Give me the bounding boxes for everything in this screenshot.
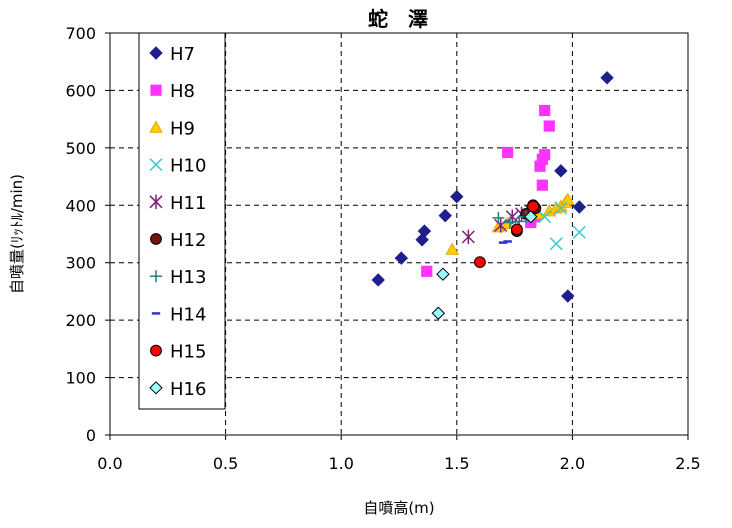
data-point bbox=[494, 218, 508, 233]
x-tick-label: 2.5 bbox=[675, 454, 700, 473]
data-point bbox=[445, 242, 460, 255]
legend-marker bbox=[149, 194, 163, 209]
y-tick-label: 300 bbox=[65, 254, 96, 273]
plot-area-frame bbox=[109, 32, 689, 436]
x-tick-label: 1.0 bbox=[328, 454, 353, 473]
data-point bbox=[538, 210, 552, 224]
legend-item-h16: H16 bbox=[149, 379, 206, 400]
series-h7 bbox=[371, 71, 614, 303]
data-point bbox=[539, 104, 551, 117]
legend-marker bbox=[149, 158, 163, 172]
legend: H7 H8 H9 H10 H11 H12 H13 H14 H15 H16 bbox=[138, 32, 226, 410]
data-point bbox=[431, 306, 446, 320]
y-tick-label: 400 bbox=[65, 196, 96, 215]
legend-marker bbox=[149, 46, 163, 60]
data-point bbox=[543, 120, 555, 132]
y-tick-label: 0 bbox=[86, 426, 96, 445]
legend-item-h13: H13 bbox=[150, 267, 206, 288]
data-point bbox=[524, 210, 538, 224]
x-axis-label: 自噴高(m) bbox=[363, 499, 434, 517]
data-point bbox=[474, 256, 486, 269]
y-axis-label: 自噴量(ﾘｯﾄﾙ/min) bbox=[8, 174, 26, 294]
x-tick-label: 0.0 bbox=[97, 454, 122, 473]
legend-item-h14: H14 bbox=[151, 304, 206, 325]
grid-lines bbox=[110, 33, 688, 435]
y-tick-label: 100 bbox=[65, 369, 96, 388]
data-point bbox=[438, 208, 452, 223]
data-point bbox=[492, 211, 505, 224]
y-axis-ticks: 0 100 200 300 400 500 600 700 bbox=[65, 24, 110, 445]
series-h14 bbox=[498, 240, 512, 244]
data-point bbox=[371, 273, 385, 287]
data-point bbox=[417, 224, 432, 238]
y-tick-label: 500 bbox=[65, 139, 96, 158]
x-tick-label: 2.0 bbox=[560, 454, 585, 473]
legend-item-h9: H9 bbox=[149, 118, 195, 139]
legend-label: H12 bbox=[170, 230, 206, 251]
data-point bbox=[421, 265, 433, 277]
legend-label: H13 bbox=[170, 267, 206, 288]
data-point bbox=[527, 200, 539, 213]
y-tick-label: 200 bbox=[65, 311, 96, 330]
data-point bbox=[502, 146, 514, 159]
data-point bbox=[436, 267, 450, 281]
data-point bbox=[600, 71, 614, 85]
data-point bbox=[572, 225, 586, 239]
legend-marker bbox=[150, 344, 162, 357]
legend-label: H8 bbox=[170, 81, 195, 102]
series-h10 bbox=[538, 201, 586, 251]
data-point bbox=[539, 149, 551, 161]
x-axis-ticks: 0.0 0.5 1.0 1.5 2.0 2.5 bbox=[97, 435, 701, 473]
data-point bbox=[554, 164, 568, 178]
data-point bbox=[394, 251, 409, 265]
data-points bbox=[371, 71, 614, 320]
data-point bbox=[536, 179, 548, 191]
legend-label: H14 bbox=[170, 304, 206, 325]
data-point bbox=[450, 189, 464, 204]
legend-label: H7 bbox=[170, 44, 195, 65]
data-point bbox=[560, 192, 575, 205]
x-tick-label: 1.5 bbox=[444, 454, 469, 473]
legend-marker bbox=[150, 233, 162, 245]
legend-marker bbox=[150, 270, 162, 283]
legend-marker bbox=[149, 381, 163, 395]
legend-item-h15: H15 bbox=[150, 342, 206, 363]
legend-label: H10 bbox=[170, 156, 206, 177]
legend-item-h10: H10 bbox=[149, 156, 206, 177]
y-tick-label: 700 bbox=[65, 24, 96, 43]
legend-marker bbox=[149, 120, 163, 133]
legend-marker bbox=[150, 84, 162, 96]
y-tick-label: 600 bbox=[65, 81, 96, 100]
data-point bbox=[572, 200, 587, 214]
data-point bbox=[561, 289, 575, 303]
legend-item-h12: H12 bbox=[150, 230, 206, 251]
legend-item-h7: H7 bbox=[149, 44, 195, 65]
chart-title: 蛇 澤 bbox=[368, 7, 428, 31]
legend-label: H15 bbox=[170, 342, 206, 363]
x-tick-label: 0.5 bbox=[213, 454, 238, 473]
legend-label: H16 bbox=[170, 379, 206, 400]
data-point bbox=[554, 201, 568, 215]
legend-label: H11 bbox=[170, 193, 206, 214]
legend-item-h8: H8 bbox=[150, 81, 195, 102]
data-point bbox=[511, 223, 523, 236]
data-point bbox=[549, 237, 563, 251]
legend-label: H9 bbox=[170, 118, 195, 139]
data-point bbox=[503, 216, 516, 229]
series-h15 bbox=[474, 200, 539, 269]
legend-item-h11: H11 bbox=[149, 193, 206, 214]
series-h16 bbox=[431, 210, 538, 320]
series-h8 bbox=[421, 104, 555, 277]
data-point bbox=[461, 229, 475, 245]
